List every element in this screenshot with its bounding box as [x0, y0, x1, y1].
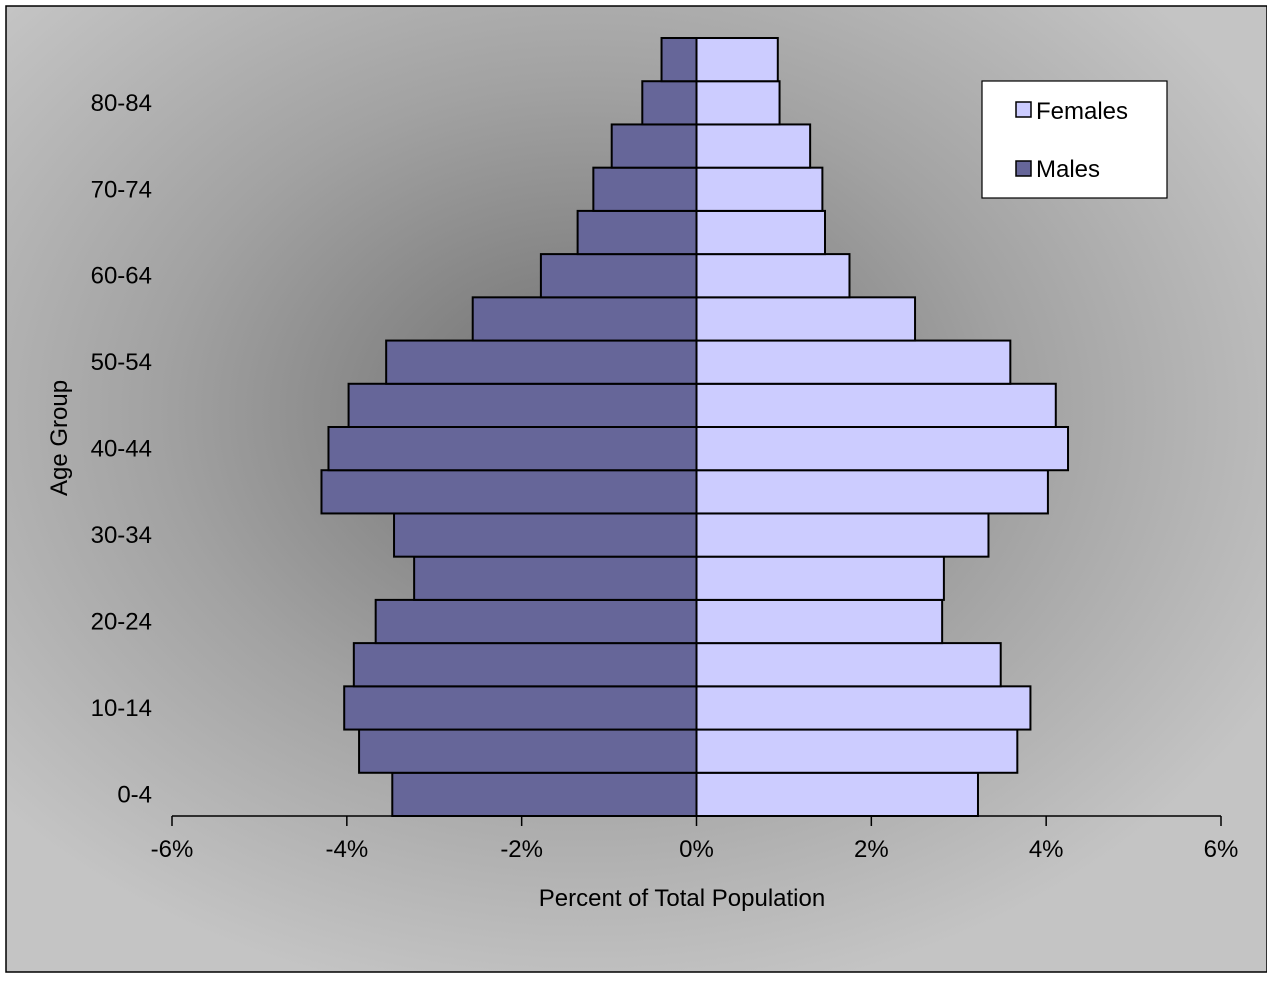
bar-males-80-84: [641, 80, 698, 126]
bar-males-5-9: [358, 728, 698, 774]
x-tick-label: 2%: [854, 836, 889, 863]
bar-females-70-74: [695, 166, 824, 212]
x-tick-label: -6%: [151, 836, 194, 863]
bar-males-45-49: [347, 382, 698, 428]
y-axis-title: Age Group: [46, 380, 73, 496]
bar-males-85+: [660, 37, 698, 83]
x-tick-label: 0%: [679, 836, 714, 863]
bar-males-25-29: [413, 555, 698, 601]
bar-females-5-9: [695, 728, 1019, 774]
x-tick-label: 4%: [1029, 836, 1064, 863]
bar-females-75-79: [695, 123, 812, 169]
bar-females-35-39: [695, 469, 1049, 515]
bar-males-75-79: [610, 123, 698, 169]
bar-females-15-19: [695, 642, 1002, 688]
x-axis: -6% -4% -2% 0% 2% 4% 6%: [151, 815, 1239, 863]
y-tick-label: 20-24: [91, 609, 152, 636]
bar-females-60-64: [695, 253, 851, 299]
bar-males-35-39: [320, 469, 698, 515]
y-tick-label: 50-54: [91, 349, 152, 376]
y-axis-labels: 0-4 10-14 20-24 30-34 40-44 50-54 60-64 70-74 80…: [91, 90, 152, 809]
bar-females-80-84: [695, 80, 781, 126]
y-tick-label: 30-34: [91, 522, 152, 549]
bar-males-60-64: [539, 253, 698, 299]
x-tick-label: 6%: [1204, 836, 1239, 863]
bar-females-0-4: [695, 771, 979, 817]
x-axis-title: Percent of Total Population: [539, 885, 825, 912]
bar-females-45-49: [695, 382, 1057, 428]
legend: Females Males: [981, 80, 1168, 199]
bar-males-50-54: [385, 339, 698, 385]
bar-females-10-14: [695, 685, 1032, 731]
bar-males-30-34: [393, 512, 698, 558]
bar-females-50-54: [695, 339, 1012, 385]
y-tick-label: 40-44: [91, 436, 152, 463]
y-tick-label: 10-14: [91, 695, 152, 722]
bar-females-20-24: [695, 598, 944, 645]
bar-females-85+: [695, 37, 779, 83]
bar-males-20-24: [374, 598, 698, 645]
bar-males-65-69: [576, 209, 698, 256]
bar-females-65-69: [695, 209, 827, 256]
bar-females-55-59: [695, 296, 917, 342]
legend-box: [981, 80, 1168, 199]
legend-label-males: Males: [1036, 156, 1100, 183]
legend-swatch-females: [1015, 101, 1032, 118]
bar-males-10-14: [343, 685, 698, 731]
bar-males-55-59: [471, 296, 698, 342]
bar-females-40-44: [695, 426, 1070, 472]
legend-swatch-males: [1015, 160, 1032, 177]
legend-label-females: Females: [1036, 98, 1128, 125]
bar-males-70-74: [592, 166, 698, 212]
x-tick-label: -4%: [325, 836, 368, 863]
bars-layer: [320, 37, 1070, 817]
bar-males-40-44: [327, 426, 698, 472]
y-tick-label: 80-84: [91, 90, 152, 117]
x-tick-label: -2%: [500, 836, 543, 863]
y-tick-label: 70-74: [91, 176, 152, 203]
bar-females-25-29: [695, 555, 945, 601]
bar-males-0-4: [391, 771, 698, 817]
y-tick-label: 60-64: [91, 263, 152, 290]
y-tick-label: 0-4: [117, 781, 152, 808]
bar-males-15-19: [352, 642, 698, 688]
bar-females-30-34: [695, 512, 990, 558]
